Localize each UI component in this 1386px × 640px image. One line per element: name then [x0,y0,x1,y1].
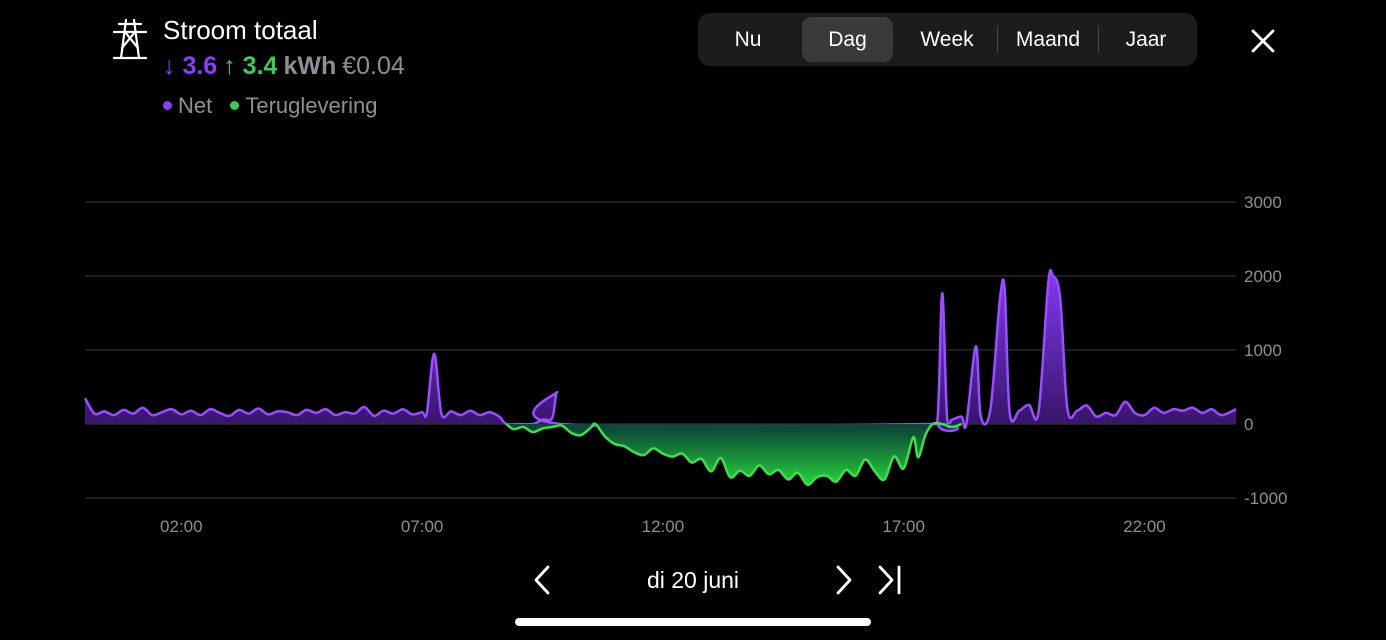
import-value: 3.6 [182,52,218,80]
date-label: di 20 juni [646,567,740,593]
x-tick-label: 07:00 [401,517,444,536]
legend-item-teruglevering: Teruglevering [230,93,377,118]
page-title: Stroom totaal [163,15,318,45]
series-line-teruglevering [505,421,962,486]
legend: Net Teruglevering [163,92,389,120]
period-selector: Nu Dag Week Maand Jaar [698,13,1197,66]
tab-separator [997,26,998,53]
legend-dot-net [163,100,172,110]
export-stat: ↑ 3.4 [223,52,277,80]
tab-jaar[interactable]: Jaar [1125,28,1167,51]
y-tick-label: 0 [1244,415,1253,434]
skip-to-end-icon[interactable] [872,562,908,598]
close-icon[interactable] [1246,24,1280,58]
y-tick-label: -1000 [1244,489,1287,508]
x-tick-label: 17:00 [882,517,925,536]
arrow-up-icon: ↑ [223,52,236,80]
chevron-right-icon[interactable] [825,562,861,598]
y-tick-label: 1000 [1244,341,1282,360]
tab-week[interactable]: Week [920,28,974,51]
home-indicator [515,618,871,626]
legend-item-net: Net [163,93,212,118]
power-pylon-icon [112,18,148,60]
y-tick-label: 2000 [1244,267,1282,286]
chevron-left-icon[interactable] [525,562,561,598]
export-value: 3.4 [242,52,278,80]
import-stat: ↓ 3.6 [163,52,217,80]
energy-unit: kWh [283,52,337,80]
legend-dot-teruglevering [230,100,240,110]
x-tick-label: 02:00 [160,517,203,536]
tab-dag[interactable]: Dag [802,17,893,62]
arrow-down-icon: ↓ [163,52,176,80]
tab-maand[interactable]: Maand [1015,28,1081,51]
tab-separator [1098,26,1099,53]
cost-value: €0.04 [342,52,405,80]
x-tick-label: 22:00 [1123,517,1166,536]
tab-nu[interactable]: Nu [734,28,762,51]
x-tick-label: 12:00 [642,517,685,536]
y-tick-label: 3000 [1244,193,1282,212]
energy-summary: ↓ 3.6 ↑ 3.4 kWh €0.04 [163,50,405,82]
